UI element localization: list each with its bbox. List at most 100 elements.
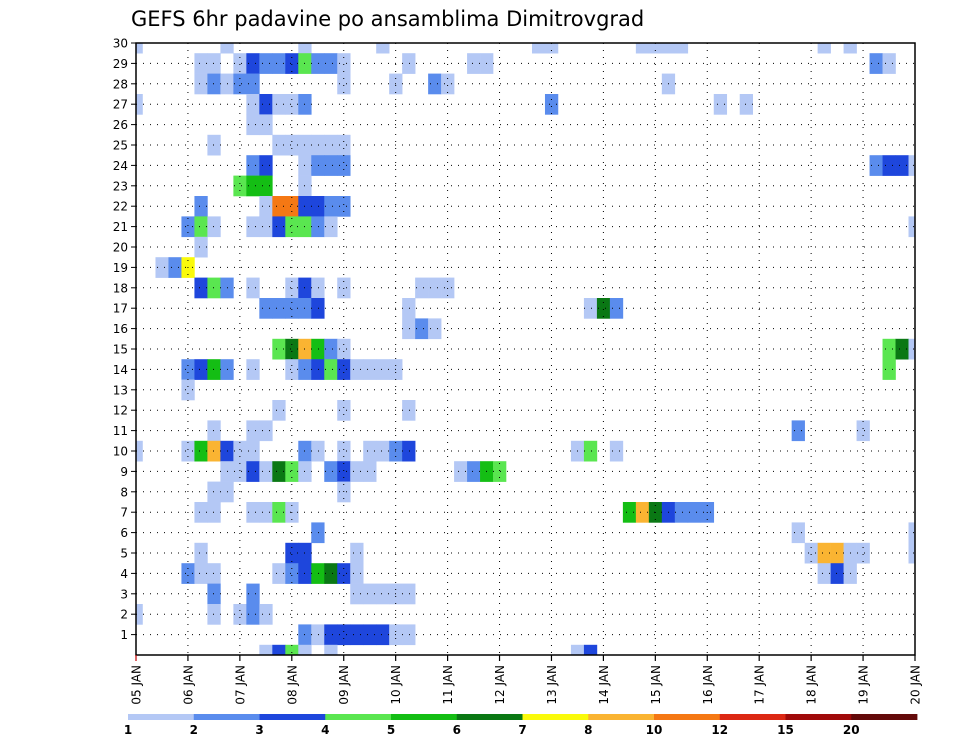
heatmap-cell	[194, 277, 208, 299]
heatmap-cell	[324, 53, 338, 74]
heatmap-cell	[635, 43, 650, 54]
heatmap-cell	[337, 624, 351, 646]
heatmap-cell	[402, 298, 416, 319]
heatmap-cell	[311, 134, 325, 156]
heatmap-cell	[272, 338, 286, 360]
heatmap-cell	[609, 298, 624, 319]
heatmap-cell	[246, 216, 260, 238]
heatmap-cell	[324, 563, 338, 584]
heatmap-cell	[136, 604, 143, 625]
y-tick-label: 20	[113, 241, 128, 255]
y-tick-label: 21	[113, 220, 128, 234]
heatmap-cell	[272, 134, 286, 156]
colorbar-segment	[391, 714, 458, 720]
heatmap-cell	[285, 94, 299, 115]
colorbar-label: 2	[190, 723, 198, 737]
heatmap-cell	[272, 196, 286, 217]
heatmap-cell	[415, 277, 429, 299]
heatmap-cell	[350, 359, 364, 380]
heatmap-cell	[259, 604, 273, 625]
colorbar-segment	[719, 714, 786, 720]
heatmap-cell	[635, 502, 650, 523]
colorbar-segment	[193, 714, 260, 720]
heatmap-cell	[207, 440, 221, 462]
heatmap-cell	[194, 216, 208, 238]
y-tick-label: 18	[113, 281, 128, 295]
colorbar-segment	[128, 714, 195, 720]
x-tick-label: 20 JAN	[909, 665, 923, 705]
y-tick-label: 5	[120, 547, 128, 561]
heatmap-cell	[882, 155, 896, 176]
heatmap-cell	[376, 43, 390, 54]
heatmap-cell	[311, 155, 325, 176]
heatmap-cell	[207, 502, 221, 523]
heatmap-cell	[817, 542, 831, 564]
heatmap-cell	[869, 155, 883, 176]
heatmap-cell	[207, 481, 221, 503]
heatmap-cell	[194, 502, 208, 523]
heatmap-cell	[441, 277, 455, 299]
heatmap-cell	[246, 583, 260, 605]
heatmap-cell	[363, 440, 377, 462]
heatmap-cell	[246, 94, 260, 115]
heatmap-cell	[830, 542, 844, 564]
heatmap-cell	[207, 359, 221, 380]
heatmap-cell	[272, 644, 286, 656]
heatmap-cell	[272, 216, 286, 238]
heatmap-cell	[285, 359, 299, 380]
x-tick-label: 15 JAN	[649, 665, 663, 705]
x-tick-label: 10 JAN	[389, 665, 403, 705]
colorbar-segment	[456, 714, 523, 720]
heatmap-cell	[544, 43, 559, 54]
heatmap-cell	[259, 53, 273, 74]
heatmap-cell	[233, 440, 247, 462]
colorbar-label: 8	[584, 723, 592, 737]
heatmap-cell	[194, 359, 208, 380]
heatmap-cell	[350, 542, 364, 564]
y-tick-label: 6	[120, 526, 128, 540]
heatmap-cell	[207, 73, 221, 95]
heatmap-cell	[285, 134, 299, 156]
heatmap-cell	[363, 461, 377, 482]
y-axis: 1234567891011121314151617181920212223242…	[113, 37, 136, 642]
heatmap-cell	[402, 583, 416, 605]
heatmap-cell	[493, 461, 507, 482]
heatmap-cell	[136, 94, 143, 115]
heatmap-cell	[324, 216, 338, 238]
heatmap-cell	[194, 53, 208, 74]
heatmap-cell	[908, 155, 916, 176]
heatmap-cell	[311, 359, 325, 380]
heatmap-cell	[869, 53, 883, 74]
heatmap-cell	[337, 155, 351, 176]
heatmap-cell	[168, 257, 182, 278]
x-tick-label: 09 JAN	[337, 665, 351, 705]
heatmap-cell	[259, 502, 273, 523]
heatmap-cell	[908, 338, 916, 360]
heatmap-cell	[687, 502, 702, 523]
heatmap-cell	[194, 542, 208, 564]
heatmap-cell	[285, 216, 299, 238]
y-tick-label: 29	[113, 57, 128, 71]
heatmap-cell	[311, 522, 325, 544]
y-tick-label: 28	[113, 77, 128, 91]
chart-title: GEFS 6hr padavine po ansamblima Dimitrov…	[131, 7, 644, 31]
heatmap-cell	[311, 338, 325, 360]
heatmap-cell	[350, 563, 364, 584]
x-axis: 05 JAN 06 JAN 07 JAN 08 JAN 09 JAN 10 JAN 11 J…	[130, 655, 923, 705]
heatmap-cell	[259, 298, 273, 319]
heatmap-cell	[259, 155, 273, 176]
heatmap-cell	[246, 155, 260, 176]
heatmap-cell	[908, 522, 916, 544]
x-tick-label: 08 JAN	[285, 665, 299, 705]
x-tick-label: 06 JAN	[181, 665, 195, 705]
heatmap-cell	[207, 604, 221, 625]
colorbar-label: 20	[843, 723, 860, 737]
heatmap-cell	[531, 43, 546, 54]
heatmap-cell	[337, 73, 351, 95]
heatmap-cell	[467, 53, 481, 74]
heatmap-cell	[233, 73, 247, 95]
colorbar-label: 15	[777, 723, 794, 737]
heatmap-cell	[181, 359, 195, 380]
heatmap-cell	[324, 624, 338, 646]
heatmap-cell	[337, 338, 351, 360]
